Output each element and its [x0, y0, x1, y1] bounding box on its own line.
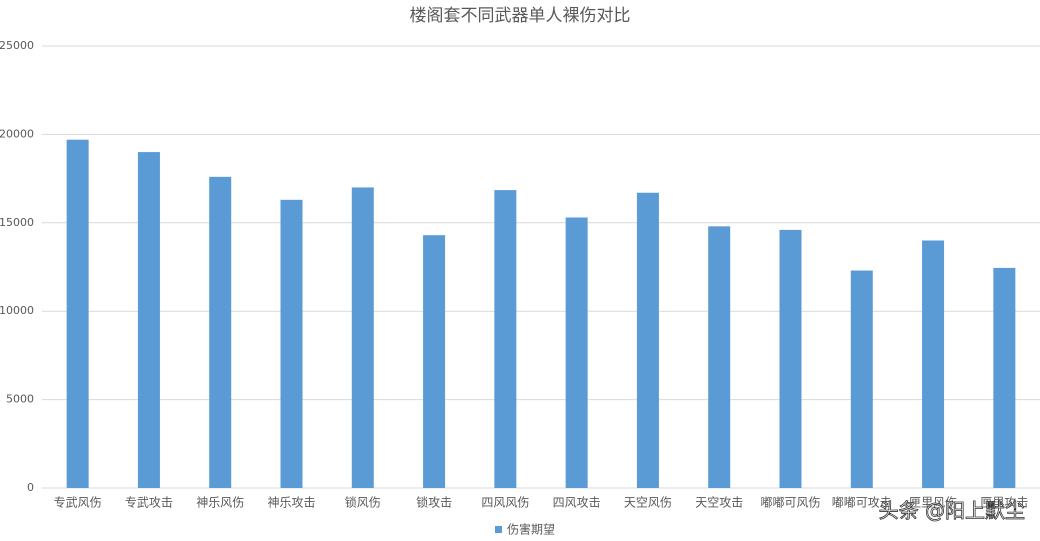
x-tick-label: 嘟嘟可风伤: [760, 496, 820, 510]
y-tick-label: 0: [27, 481, 34, 494]
legend-swatch: [495, 526, 502, 533]
bar: [850, 270, 873, 488]
bar: [779, 229, 802, 488]
bar: [66, 139, 89, 489]
chart-title: 楼阁套不同武器单人裸伤对比: [410, 6, 631, 26]
x-tick-label: 神乐攻击: [267, 496, 315, 510]
y-tick-label: 10000: [0, 304, 34, 317]
bar: [565, 217, 588, 488]
x-tick-label: 锁风伤: [345, 495, 381, 510]
x-tick-label: 匣里风伤: [909, 496, 957, 510]
bar: [280, 199, 303, 489]
bar: [494, 190, 517, 489]
x-tick-label: 嘟嘟可攻击: [832, 496, 892, 510]
bar: [209, 176, 232, 488]
x-tick-label: 天空攻击: [695, 496, 743, 510]
bar: [993, 267, 1016, 488]
x-tick-label: 匣里攻击: [980, 496, 1028, 510]
y-tick-label: 20000: [0, 127, 34, 140]
x-tick-label: 四风攻击: [553, 496, 601, 510]
x-tick-label: 天空风伤: [624, 496, 672, 510]
x-tick-label: 专武攻击: [125, 495, 173, 510]
x-tick-label: 专武风伤: [54, 495, 102, 510]
bar: [423, 235, 446, 488]
bar: [137, 152, 160, 488]
bar: [922, 240, 945, 488]
legend-label: 伤害期望: [507, 522, 555, 537]
x-tick-label: 锁攻击: [416, 495, 452, 510]
y-tick-label: 5000: [6, 393, 34, 406]
x-tick-label: 神乐风伤: [196, 496, 244, 510]
bar: [636, 192, 659, 488]
bar: [708, 226, 731, 488]
watermark: 头条 @阳上默尘: [879, 499, 1025, 523]
x-tick-label: 四风风伤: [481, 496, 529, 510]
bar: [351, 187, 374, 488]
y-tick-label: 15000: [0, 216, 34, 229]
y-tick-label: 25000: [0, 39, 34, 52]
